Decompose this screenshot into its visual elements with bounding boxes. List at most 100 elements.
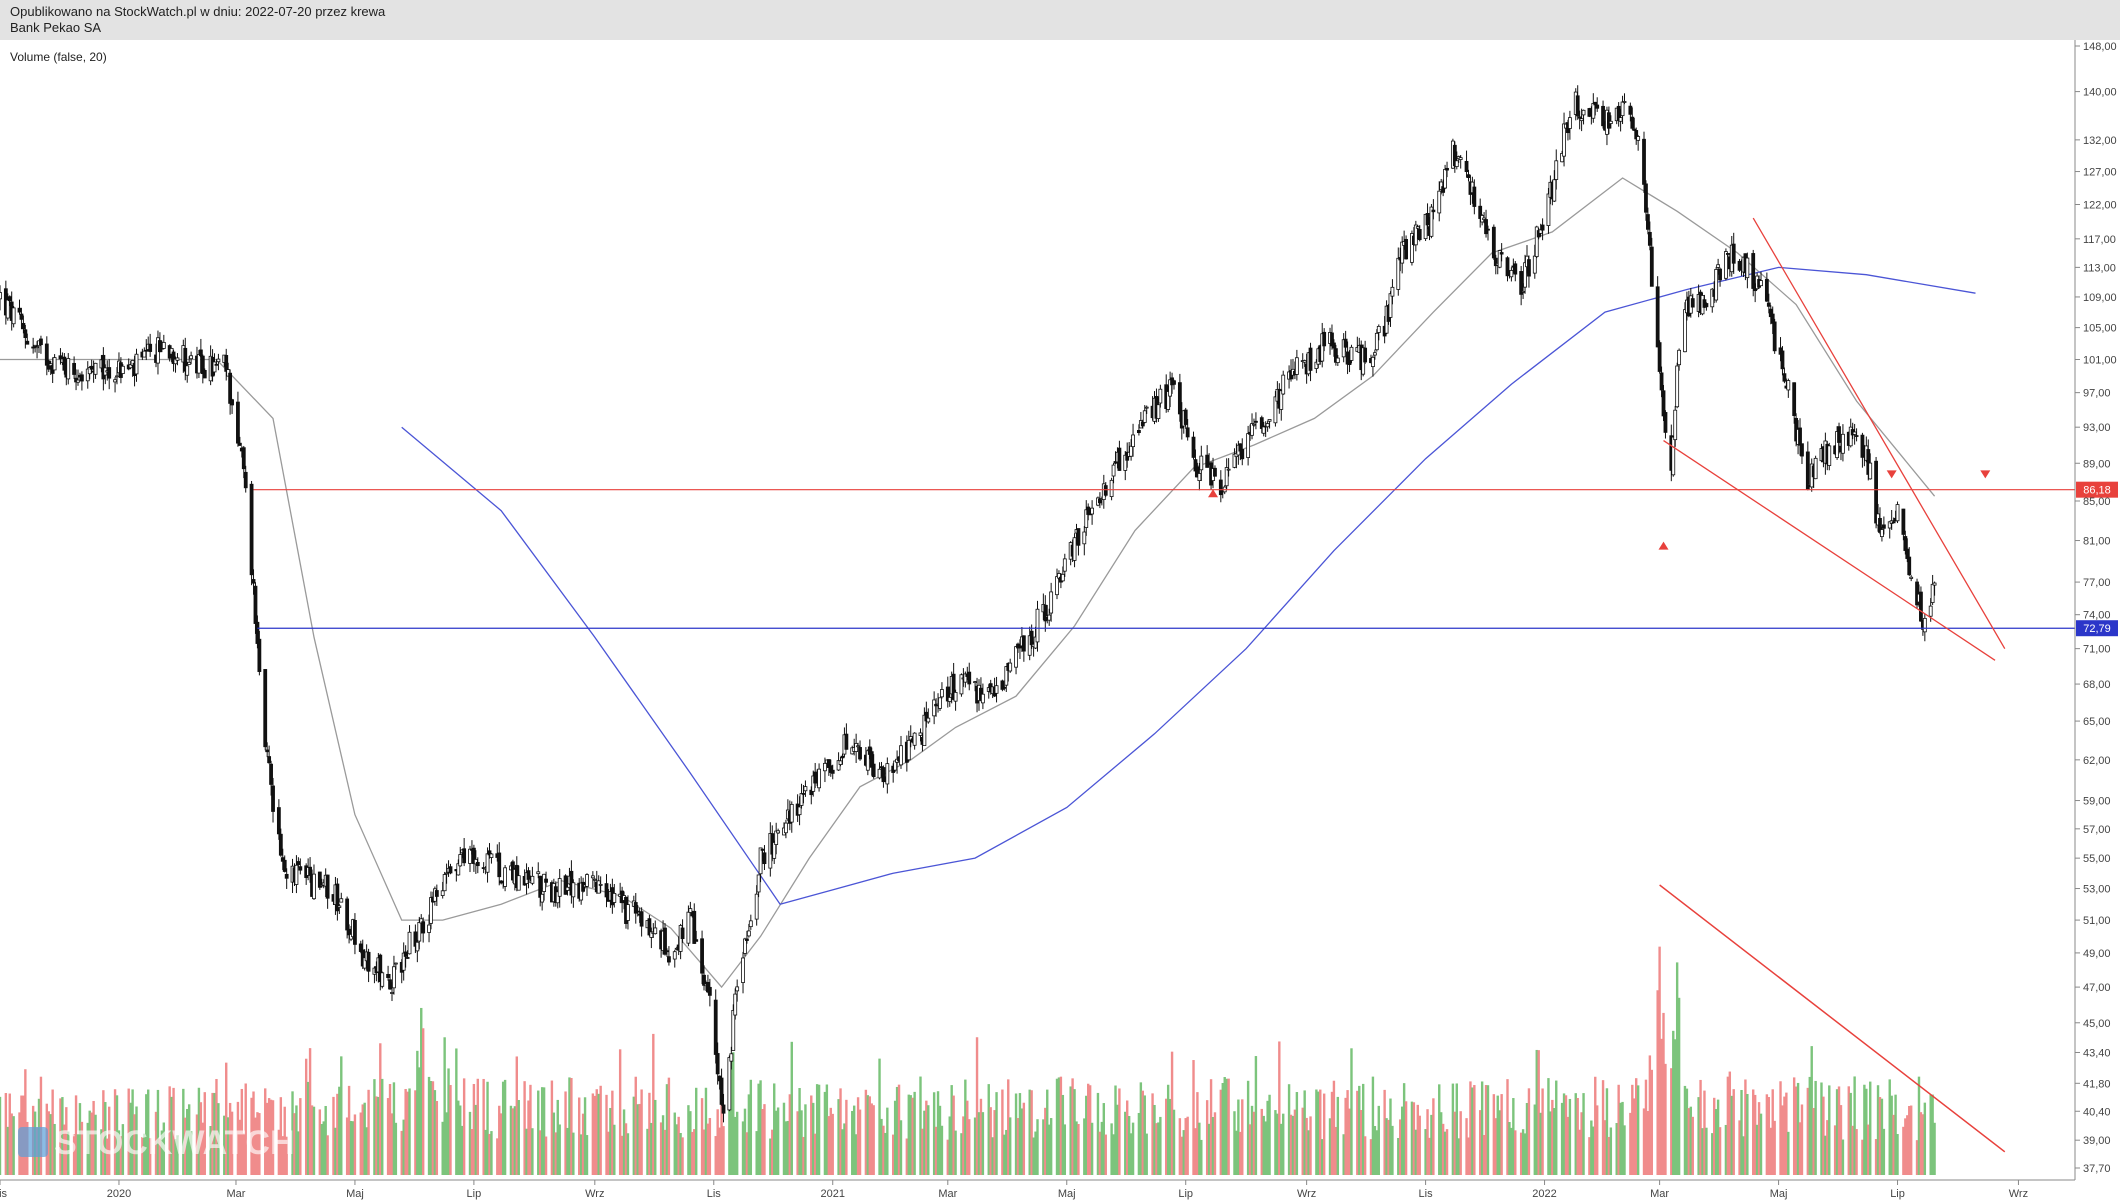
volume-bar — [113, 1089, 117, 1175]
volume-bar — [991, 1137, 994, 1175]
candle-body — [1622, 101, 1627, 103]
volume-bar — [659, 1122, 663, 1175]
candle-body — [1072, 537, 1077, 561]
candle-body — [158, 340, 162, 353]
volume-bar — [1008, 1117, 1012, 1175]
volume-bar — [297, 1131, 300, 1175]
volume-bar — [1609, 1127, 1613, 1175]
volume-bar — [897, 1084, 901, 1175]
candle-body — [1302, 360, 1307, 363]
volume-bar — [823, 1091, 827, 1175]
volume-bar — [1332, 1080, 1336, 1175]
volume-bar — [1773, 1120, 1776, 1175]
volume-bar — [223, 1115, 226, 1175]
candle-body — [1628, 105, 1633, 115]
volume-bar — [1878, 1097, 1882, 1175]
x-tick-label: Maj — [346, 1188, 364, 1200]
candle-body — [1478, 205, 1483, 219]
volume-bar — [416, 1050, 419, 1175]
volume-bar — [827, 1116, 831, 1175]
volume-bar — [1541, 1088, 1544, 1175]
volume-bar — [895, 1086, 899, 1175]
volume-bar — [1373, 1126, 1377, 1175]
candle-body — [797, 806, 802, 816]
trendline — [1663, 439, 1996, 661]
y-tick-label: 140,00 — [2083, 87, 2117, 99]
volume-bar — [1069, 1086, 1072, 1175]
candle-body — [1854, 435, 1859, 437]
volume-bar — [78, 1103, 82, 1175]
candle-body — [1082, 531, 1087, 545]
candle-body — [1618, 117, 1623, 122]
candle-body — [702, 974, 706, 986]
volume-bar — [884, 1132, 887, 1175]
candle-body — [1907, 556, 1912, 576]
volume-bar — [1182, 1130, 1185, 1175]
volume-bar — [1457, 1138, 1460, 1175]
candle-body — [339, 898, 344, 903]
volume-bar — [1046, 1089, 1049, 1175]
volume-bar — [381, 1078, 384, 1175]
volume-bar — [1001, 1089, 1004, 1175]
candle-body — [1137, 430, 1141, 434]
chart-header: Opublikowano na StockWatch.pl w dniu: 20… — [0, 0, 2120, 40]
volume-bar — [1239, 1131, 1242, 1175]
volume-bar — [277, 1129, 281, 1175]
volume-bar — [734, 1116, 737, 1175]
candle-body — [947, 697, 952, 702]
volume-bar — [217, 1103, 220, 1175]
candle-body — [1724, 251, 1728, 279]
price-tag-background — [2076, 481, 2118, 498]
candle-body — [475, 861, 480, 867]
candle-body — [635, 910, 640, 913]
volume-bar — [127, 1088, 130, 1175]
volume-bar — [12, 1116, 15, 1175]
volume-bar — [854, 1134, 858, 1175]
candle-body — [745, 938, 749, 941]
volume-bar — [1826, 1120, 1829, 1175]
candle-body — [415, 941, 420, 952]
volume-bar — [1687, 1108, 1691, 1175]
volume-bar — [529, 1084, 532, 1175]
candle-body — [1661, 390, 1666, 417]
volume-bar — [176, 1135, 179, 1175]
candle-body — [1281, 374, 1286, 395]
volume-bar — [1697, 1097, 1700, 1175]
volume-bar — [1828, 1085, 1831, 1175]
volume-bar — [254, 1117, 257, 1175]
candle-body — [257, 638, 262, 672]
candle-body — [692, 910, 697, 944]
volume-bar — [856, 1097, 860, 1175]
volume-bar — [1057, 1077, 1061, 1175]
volume-bar — [966, 1100, 969, 1175]
volume-bar — [852, 1105, 856, 1175]
volume-bar — [345, 1117, 349, 1175]
y-tick-label: 101,00 — [2083, 354, 2117, 366]
candle-body — [1568, 117, 1572, 129]
candle-body — [1552, 179, 1557, 202]
candle-body — [1607, 112, 1611, 129]
candle-body — [823, 762, 827, 772]
candle-body — [243, 471, 248, 489]
volume-bar — [1192, 1060, 1195, 1175]
volume-bar — [1869, 1081, 1872, 1175]
volume-bar — [1098, 1131, 1102, 1175]
volume-bar — [1510, 1127, 1513, 1175]
volume-bar — [804, 1104, 807, 1175]
volume-bar — [564, 1091, 567, 1175]
x-tick-label: 2020 — [107, 1188, 131, 1200]
candle-body — [516, 875, 521, 891]
volume-bar — [388, 1083, 392, 1175]
marker-up-icon — [1208, 489, 1219, 498]
volume-bar — [1264, 1121, 1267, 1175]
volume-bar — [306, 1081, 310, 1175]
volume-bar — [718, 1127, 721, 1175]
candle-body — [1429, 206, 1434, 237]
volume-bar — [829, 1107, 832, 1175]
volume-bar — [1664, 1063, 1667, 1175]
candle-body — [799, 793, 804, 806]
volume-bar — [1036, 1119, 1039, 1175]
volume-bar — [790, 1041, 793, 1175]
candle-body — [1772, 321, 1777, 352]
volume-bar — [1237, 1099, 1240, 1175]
